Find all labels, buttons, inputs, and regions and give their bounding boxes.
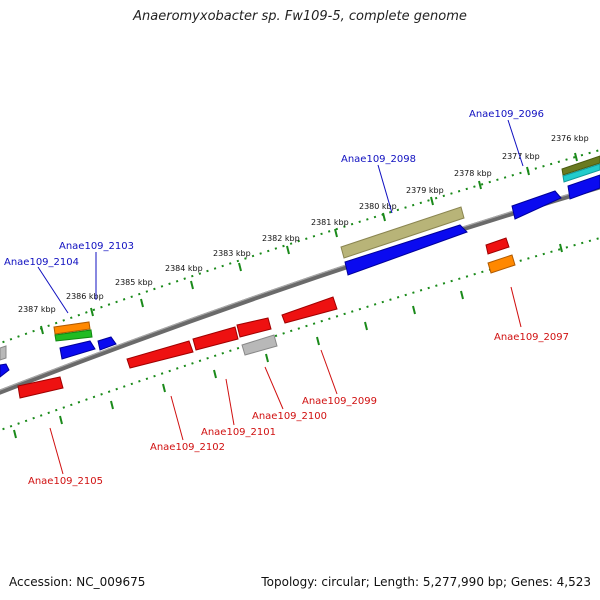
gene-reverse-red[interactable]: [485, 237, 510, 255]
gene-reverse-red[interactable]: [17, 376, 64, 399]
forward-genes: [0, 155, 600, 378]
gene-reverse-red[interactable]: [192, 326, 239, 351]
forward-leader-lines: [37, 119, 524, 314]
gene-reverse-red[interactable]: [236, 317, 272, 338]
gene-forward-blue[interactable]: [59, 340, 96, 360]
reverse-gene-labels: Anae109_2097 Anae109_2099 Anae109_2100 A…: [28, 332, 569, 487]
gene-forward-gray[interactable]: [0, 345, 7, 361]
gene-forward-green[interactable]: [54, 329, 93, 342]
gene-reverse-red[interactable]: [126, 340, 194, 369]
gene-label: Anae109_2096: [469, 109, 544, 120]
forward-tick-track: [0, 149, 600, 345]
gene-reverse-red[interactable]: [281, 296, 338, 324]
tick-label: 2380 kbp: [359, 202, 397, 211]
tick-label: 2386 kbp: [66, 292, 104, 301]
kbp-labels: 2376 kbp 2377 kbp 2378 kbp 2379 kbp 2380…: [18, 134, 589, 314]
reverse-genes: [17, 237, 516, 399]
genome-backbone: [0, 184, 600, 395]
gene-forward-blue[interactable]: [97, 336, 117, 351]
map-title: Anaeromyxobacter sp. Fw109-5, complete g…: [133, 9, 467, 24]
gene-label: Anae109_2101: [201, 427, 276, 438]
tick-label: 2378 kbp: [454, 169, 492, 178]
gene-label: Anae109_2098: [341, 154, 416, 165]
tick-label: 2376 kbp: [551, 134, 589, 143]
tick-label: 2383 kbp: [213, 249, 251, 258]
gene-label: Anae109_2104: [4, 257, 79, 268]
gene-forward-cyan[interactable]: [562, 163, 600, 183]
tick-label: 2377 kbp: [502, 152, 540, 161]
tick-label: 2379 kbp: [406, 186, 444, 195]
gene-label: Anae109_2102: [150, 442, 225, 453]
gene-forward-orange[interactable]: [53, 321, 91, 335]
reverse-leader-lines: [49, 286, 522, 475]
gene-label: Anae109_2097: [494, 332, 569, 343]
gene-forward-olive[interactable]: [561, 155, 600, 176]
gene-forward-blue[interactable]: [344, 224, 468, 276]
genome-summary-text: Topology: circular; Length: 5,277,990 bp…: [261, 575, 591, 589]
forward-major-ticks: [40, 152, 578, 335]
tick-label: 2385 kbp: [115, 278, 153, 287]
gene-forward-blue[interactable]: [511, 190, 562, 220]
accession-text: Accession: NC_009675: [9, 575, 146, 589]
gene-forward-blue[interactable]: [567, 174, 600, 200]
gene-label: Anae109_2099: [302, 396, 377, 407]
reverse-tick-track: [0, 237, 600, 432]
gene-forward-olive[interactable]: [340, 206, 465, 259]
tick-label: 2384 kbp: [165, 264, 203, 273]
forward-gene-labels: Anae109_2096 Anae109_2098 Anae109_2103 A…: [4, 109, 544, 268]
gene-label: Anae109_2105: [28, 476, 103, 487]
gene-reverse-orange[interactable]: [487, 254, 516, 274]
tick-label: 2382 kbp: [262, 234, 300, 243]
gene-label: Anae109_2103: [59, 241, 134, 252]
tick-label: 2381 kbp: [311, 218, 349, 227]
gene-forward-blue[interactable]: [0, 363, 10, 378]
tick-label: 2387 kbp: [18, 305, 56, 314]
gene-reverse-gray[interactable]: [241, 334, 278, 356]
gene-label: Anae109_2100: [252, 411, 327, 422]
